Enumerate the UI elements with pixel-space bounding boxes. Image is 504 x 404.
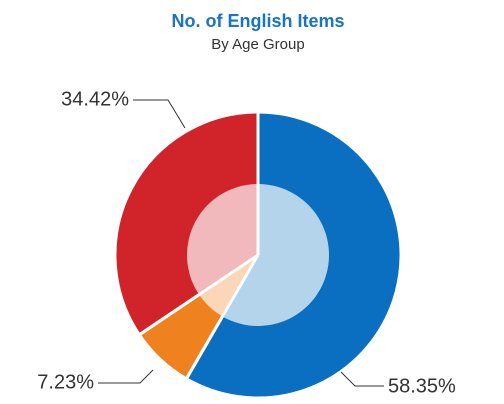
slice-separator: [185, 254, 260, 380]
pie-slice: [113, 110, 260, 337]
slice-separator: [138, 253, 259, 337]
leader-line: [340, 371, 384, 387]
leader-line: [98, 369, 154, 384]
pie-slice-inner: [199, 255, 258, 317]
pie-slice-inner: [187, 184, 258, 295]
leader-line: [133, 99, 186, 129]
pie-slice-inner: [222, 184, 329, 326]
value-label: 58.35%: [388, 375, 456, 397]
chart-title: No. of English Items: [171, 11, 344, 31]
pie: [113, 110, 403, 400]
chart-subtitle: By Age Group: [211, 36, 304, 53]
value-label: 7.23%: [37, 371, 94, 393]
value-label: 34.42%: [61, 88, 129, 110]
